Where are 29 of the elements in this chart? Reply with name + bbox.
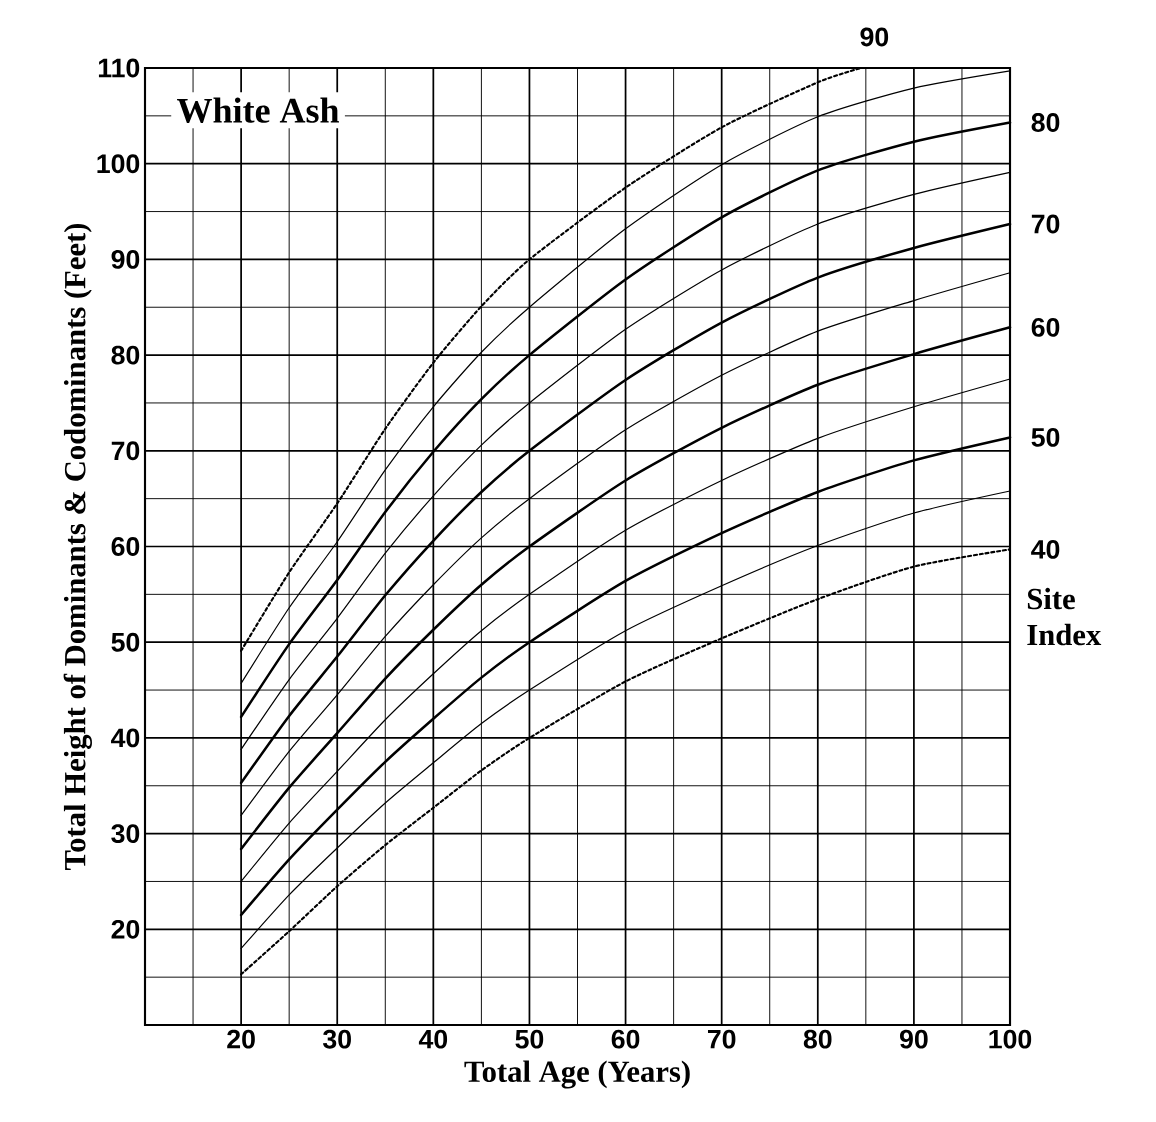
x-tick-label: 50 (515, 1029, 544, 1049)
text: White Ash (177, 97, 339, 124)
series-label: 80 (1031, 113, 1060, 132)
x-tick-label: 90 (899, 1029, 928, 1049)
x-tick-label: 20 (227, 1029, 255, 1049)
series-label: 40 (1031, 539, 1060, 559)
x-tick-label: 70 (707, 1029, 736, 1049)
series-label: 90 (860, 27, 889, 47)
y-tick-label: 40 (111, 728, 140, 748)
y-tick-label: 90 (111, 249, 140, 269)
y-tick-label: 70 (111, 441, 140, 461)
x-axis-title: Total Age (Years) (464, 1060, 690, 1089)
y-tick-label: 100 (97, 154, 140, 174)
y-tick-label: 110 (98, 58, 140, 78)
x-tick-label: 40 (418, 1029, 448, 1049)
y-tick-label: 50 (111, 632, 140, 652)
series-label: 50 (1031, 427, 1060, 447)
series-label: 60 (1031, 317, 1060, 337)
x-tick-label: 30 (323, 1029, 351, 1049)
y-axis-title: Total Height of Dominants & Codominants (Feet) (63, 223, 92, 871)
series-label: 70 (1031, 214, 1060, 234)
legend-title: Site Index (1027, 587, 1102, 646)
y-tick-label: 80 (111, 345, 140, 365)
x-tick-label: 60 (611, 1029, 640, 1049)
x-tick-label: 100 (989, 1029, 1032, 1049)
x-tick-label: 80 (803, 1029, 832, 1049)
y-tick-label: 30 (111, 824, 140, 844)
y-tick-label: 60 (111, 537, 140, 556)
y-tick-label: 20 (111, 919, 140, 939)
